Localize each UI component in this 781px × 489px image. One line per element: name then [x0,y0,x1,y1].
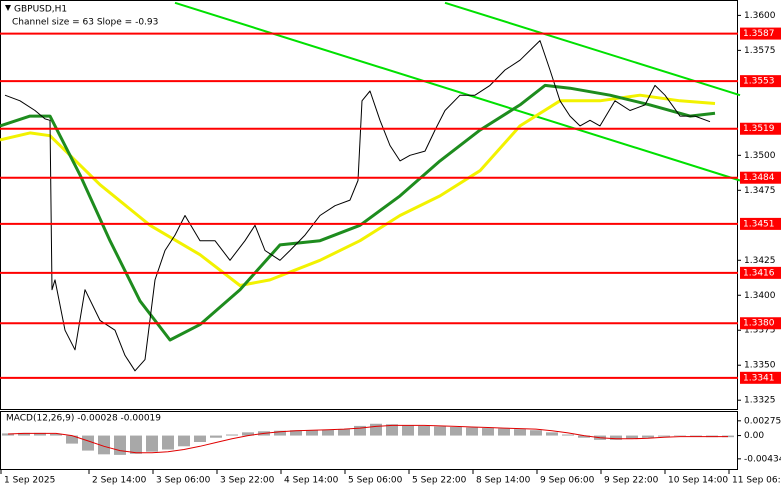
histogram-bar [210,435,222,438]
y-tick-label: 1.3375 [744,326,776,336]
histogram-bar [130,435,142,454]
histogram-bar [562,434,574,436]
level-label-box [740,317,781,330]
histogram-bar [146,435,158,452]
x-tick-label: 5 Sep 06:00 [348,476,403,486]
price-line [4,40,711,372]
histogram-bar [610,435,622,440]
y-tick-label: 1.3600 [744,11,776,21]
level-label-box [740,75,781,88]
level-label-box [740,266,781,279]
x-tick-label: 9 Sep 22:00 [604,476,659,486]
histogram-bar [290,430,302,436]
y-tick-label: 1.3425 [744,256,776,266]
histogram-bar [482,428,494,436]
histogram-bar [642,435,654,438]
level-label: 1.3519 [743,124,775,134]
histogram-bar [338,429,350,436]
histogram-bar [242,432,254,436]
histogram-bar [2,433,14,436]
level-label-box [740,371,781,384]
x-tick-label: 10 Sep 14:00 [668,476,728,486]
level-label: 1.3451 [743,219,775,229]
histogram-bar [370,423,382,436]
histogram-bar [66,435,78,444]
macd-panel [0,411,738,470]
histogram-bar [50,433,62,436]
x-tick-label: 4 Sep 14:00 [284,476,339,486]
histogram-bar [466,427,478,436]
histogram-bar [450,426,462,436]
level-label-box [740,122,781,135]
histogram-bar [626,435,638,439]
level-label: 1.3553 [743,77,775,87]
y-tick-label: 1.3350 [744,361,776,371]
x-tick-label: 3 Sep 22:00 [220,476,275,486]
histogram-bar [354,425,366,436]
level-label-box [740,171,781,184]
y-tick-label: 0.00275 [744,416,781,426]
histogram-bar [418,425,430,436]
x-tick-label: 9 Sep 06:00 [540,476,595,486]
histogram-bar [82,435,94,451]
histogram-bar [674,435,686,437]
price-line [0,83,716,342]
level-label: 1.3341 [743,373,775,383]
histogram-bar [98,435,110,455]
x-tick-label: 5 Sep 22:00 [412,476,467,486]
y-tick-label: 1.3400 [744,291,776,301]
histogram-bar [530,430,542,436]
price-line [174,1,741,182]
macd-title: MACD(12,26,9) -0.00028 -0.00019 [6,414,161,424]
price-panel [0,0,738,410]
histogram-bar [434,426,446,436]
histogram-bar [546,432,558,436]
histogram-bar [34,432,46,436]
y-tick-label: 1.3475 [744,186,776,196]
histogram-bar [18,432,30,436]
histogram-bar [386,424,398,436]
histogram-bar [274,430,286,436]
level-label: 1.3587 [743,29,775,39]
level-label-box [740,27,781,40]
histogram-bar [226,434,238,436]
histogram-bar [322,429,334,436]
histogram-bar [658,435,670,437]
histogram-bar [402,425,414,436]
histogram-bar [114,435,126,455]
histogram-bar [194,435,206,443]
price-line [0,93,716,287]
histogram-bar [162,435,174,450]
y-tick-label: 1.3575 [744,46,776,56]
histogram-bar [498,428,510,436]
x-tick-label: 11 Sep 06:00 [732,476,781,486]
icon [5,5,11,11]
level-label: 1.3380 [743,319,775,329]
histogram-bar [306,430,318,436]
x-tick-label: 1 Sep 2025 [4,476,55,486]
chart-title: GBPUSD,H1 [14,5,67,15]
x-tick-label: 3 Sep 06:00 [156,476,211,486]
histogram-bar [178,435,190,447]
level-label: 1.3484 [743,173,775,183]
y-tick-label: -0.00434 [744,454,781,464]
level-label: 1.3416 [743,268,775,278]
y-tick-label: 1.3500 [744,151,776,161]
chart-subtitle: Channel size = 63 Slope = -0.93 [12,18,158,28]
level-label-box [740,217,781,230]
y-tick-label: 0.00 [744,431,764,441]
histogram-bar [514,429,526,436]
x-tick-label: 8 Sep 14:00 [476,476,531,486]
y-tick-label: 1.3325 [744,396,776,406]
price-line [444,1,741,97]
x-tick-label: 2 Sep 14:00 [92,476,147,486]
signal-line [7,424,728,454]
histogram-bar [578,435,590,438]
